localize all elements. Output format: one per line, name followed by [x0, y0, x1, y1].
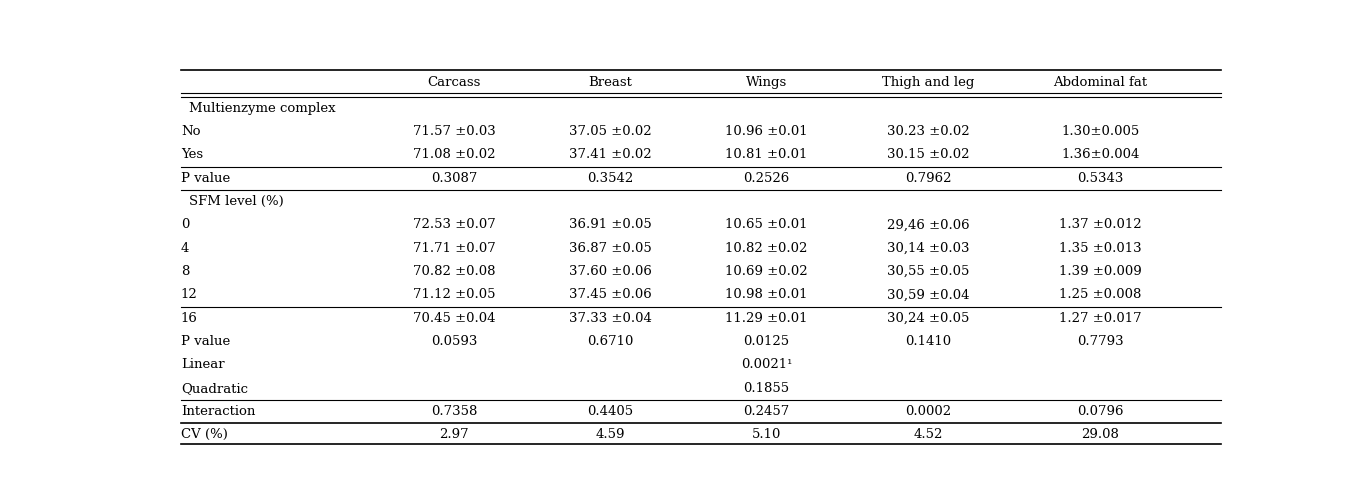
- Text: 71.71 ±0.07: 71.71 ±0.07: [413, 241, 496, 254]
- Text: 1.39 ±0.009: 1.39 ±0.009: [1058, 264, 1141, 277]
- Text: 30,14 ±0.03: 30,14 ±0.03: [887, 241, 970, 254]
- Text: 0.0002: 0.0002: [906, 404, 951, 417]
- Text: 0.0593: 0.0593: [430, 335, 477, 348]
- Text: 10.81 ±0.01: 10.81 ±0.01: [726, 148, 808, 161]
- Text: 0.5343: 0.5343: [1077, 171, 1124, 184]
- Text: 29.08: 29.08: [1081, 428, 1120, 441]
- Text: Breast: Breast: [588, 76, 632, 89]
- Text: 0.7962: 0.7962: [904, 171, 952, 184]
- Text: No: No: [181, 125, 200, 138]
- Text: Multienzyme complex: Multienzyme complex: [189, 101, 336, 115]
- Text: 30,59 ±0.04: 30,59 ±0.04: [887, 288, 970, 301]
- Text: Wings: Wings: [746, 76, 787, 89]
- Text: 30.15 ±0.02: 30.15 ±0.02: [887, 148, 970, 161]
- Text: 10.65 ±0.01: 10.65 ±0.01: [726, 218, 808, 231]
- Text: 1.35 ±0.013: 1.35 ±0.013: [1058, 241, 1141, 254]
- Text: 0.0021¹: 0.0021¹: [741, 358, 793, 371]
- Text: 71.12 ±0.05: 71.12 ±0.05: [413, 288, 496, 301]
- Text: P value: P value: [181, 171, 230, 184]
- Text: 4: 4: [181, 241, 189, 254]
- Text: 0.0796: 0.0796: [1077, 404, 1124, 417]
- Text: 37.05 ±0.02: 37.05 ±0.02: [569, 125, 652, 138]
- Text: 37.33 ±0.04: 37.33 ±0.04: [569, 311, 652, 324]
- Text: Yes: Yes: [181, 148, 203, 161]
- Text: 0.7793: 0.7793: [1077, 335, 1124, 348]
- Text: 11.29 ±0.01: 11.29 ±0.01: [726, 311, 808, 324]
- Text: 0.4405: 0.4405: [587, 404, 633, 417]
- Text: 0.6710: 0.6710: [587, 335, 633, 348]
- Text: 36.87 ±0.05: 36.87 ±0.05: [569, 241, 652, 254]
- Text: 30,24 ±0.05: 30,24 ±0.05: [887, 311, 970, 324]
- Text: 10.96 ±0.01: 10.96 ±0.01: [726, 125, 808, 138]
- Text: 70.82 ±0.08: 70.82 ±0.08: [413, 264, 496, 277]
- Text: 8: 8: [181, 264, 189, 277]
- Text: 37.41 ±0.02: 37.41 ±0.02: [569, 148, 652, 161]
- Text: 1.30±0.005: 1.30±0.005: [1061, 125, 1140, 138]
- Text: 1.27 ±0.017: 1.27 ±0.017: [1058, 311, 1141, 324]
- Text: 71.08 ±0.02: 71.08 ±0.02: [413, 148, 496, 161]
- Text: 10.69 ±0.02: 10.69 ±0.02: [726, 264, 808, 277]
- Text: 4.59: 4.59: [595, 428, 625, 441]
- Text: 5.10: 5.10: [752, 428, 782, 441]
- Text: SFM level (%): SFM level (%): [189, 195, 285, 208]
- Text: 37.45 ±0.06: 37.45 ±0.06: [569, 288, 652, 301]
- Text: 10.82 ±0.02: 10.82 ±0.02: [726, 241, 808, 254]
- Text: 0.2457: 0.2457: [744, 404, 790, 417]
- Text: 30.23 ±0.02: 30.23 ±0.02: [887, 125, 970, 138]
- Text: 71.57 ±0.03: 71.57 ±0.03: [413, 125, 496, 138]
- Text: Carcass: Carcass: [428, 76, 481, 89]
- Text: Thigh and leg: Thigh and leg: [883, 76, 974, 89]
- Text: 0.1855: 0.1855: [744, 381, 790, 394]
- Text: 72.53 ±0.07: 72.53 ±0.07: [413, 218, 496, 231]
- Text: 0.2526: 0.2526: [744, 171, 790, 184]
- Text: 0.0125: 0.0125: [744, 335, 790, 348]
- Text: 1.25 ±0.008: 1.25 ±0.008: [1060, 288, 1141, 301]
- Text: 30,55 ±0.05: 30,55 ±0.05: [887, 264, 970, 277]
- Text: Interaction: Interaction: [181, 404, 255, 417]
- Text: 0: 0: [181, 218, 189, 231]
- Text: 1.37 ±0.012: 1.37 ±0.012: [1058, 218, 1141, 231]
- Text: 4.52: 4.52: [914, 428, 943, 441]
- Text: 1.36±0.004: 1.36±0.004: [1061, 148, 1140, 161]
- Text: 2.97: 2.97: [440, 428, 469, 441]
- Text: 0.1410: 0.1410: [906, 335, 951, 348]
- Text: 0.3087: 0.3087: [430, 171, 477, 184]
- Text: Quadratic: Quadratic: [181, 381, 248, 394]
- Text: Linear: Linear: [181, 358, 225, 371]
- Text: 36.91 ±0.05: 36.91 ±0.05: [569, 218, 652, 231]
- Text: P value: P value: [181, 335, 230, 348]
- Text: 70.45 ±0.04: 70.45 ±0.04: [413, 311, 496, 324]
- Text: 0.3542: 0.3542: [587, 171, 633, 184]
- Text: 29,46 ±0.06: 29,46 ±0.06: [887, 218, 970, 231]
- Text: 16: 16: [181, 311, 197, 324]
- Text: CV (%): CV (%): [181, 428, 227, 441]
- Text: Abdominal fat: Abdominal fat: [1053, 76, 1147, 89]
- Text: 10.98 ±0.01: 10.98 ±0.01: [726, 288, 808, 301]
- Text: 0.7358: 0.7358: [430, 404, 477, 417]
- Text: 37.60 ±0.06: 37.60 ±0.06: [569, 264, 652, 277]
- Text: 12: 12: [181, 288, 197, 301]
